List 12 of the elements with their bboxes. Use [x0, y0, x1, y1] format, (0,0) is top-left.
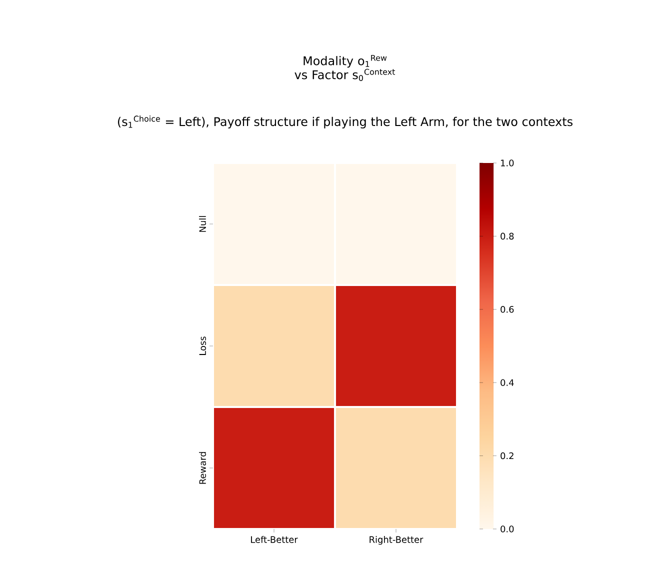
color-bar-label: 1.0 [501, 160, 514, 166]
x-tick-label: Left-Better [251, 536, 298, 543]
color-bar-label: 0.0 [500, 526, 514, 532]
color-bar-label: 0.8 [500, 232, 514, 240]
y-tick-label: Null [199, 216, 206, 232]
y-tick-label: Reward [199, 452, 206, 484]
y-tick-label: Loss [199, 336, 206, 355]
color-bar-label: 0.6 [500, 306, 514, 313]
color-bar-label: 0.2 [500, 452, 514, 460]
x-tick-label: Right-Better [370, 536, 424, 545]
chart-subtitle: (s$_{1}$$^{Choice}$ = Left), Payoff structure if playing the Left Arm, for the two contexts [118, 116, 572, 128]
color-bar-label: 0.4 [500, 379, 514, 386]
